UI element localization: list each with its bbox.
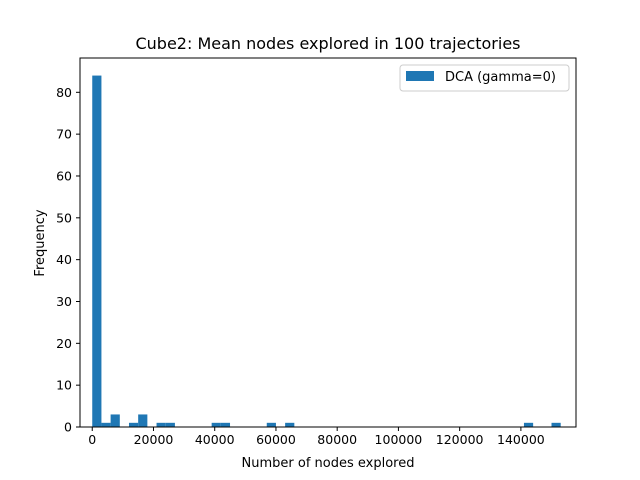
x-tick-label: 60000 [256,432,296,447]
histogram-bar [551,422,561,427]
histogram-bar [266,422,276,427]
x-axis-ticks: 0 20000 40000 60000 80000 100000 120000 140000 [88,427,545,447]
histogram-bar [211,422,221,427]
x-tick-label: 20000 [134,432,174,447]
y-tick-label: 70 [56,127,72,142]
histogram-bar [128,422,139,427]
x-tick-label: 120000 [436,432,484,447]
histogram-bar [220,422,231,427]
histogram-bar [101,422,111,427]
x-tick-label: 0 [88,432,96,447]
y-tick-label: 40 [56,252,72,267]
histogram-bar [165,422,175,427]
histogram-bar [92,75,102,428]
x-tick-label: 140000 [497,432,545,447]
y-tick-label: 30 [56,294,72,309]
plot-area-frame [79,57,577,428]
y-tick-label: 10 [56,378,72,393]
histogram-bar [156,422,166,427]
y-tick-label: 60 [56,168,72,183]
x-tick-label: 100000 [375,432,423,447]
y-tick-label: 0 [64,420,72,435]
x-axis-label: Number of nodes explored [242,456,415,471]
x-tick-label: 80000 [317,432,357,447]
x-tick-label: 40000 [195,432,235,447]
y-tick-label: 50 [56,210,72,225]
legend-label: DCA (gamma=0) [445,70,556,85]
legend-box [399,64,570,92]
histogram-bar [110,414,120,427]
legend-swatch [406,71,434,81]
y-tick-label: 20 [56,336,72,351]
legend: DCA (gamma=0) [399,64,570,92]
histogram-bar [138,414,148,427]
chart-title: Cube2: Mean nodes explored in 100 trajec… [135,34,520,53]
histogram-bar [523,422,534,427]
y-axis-ticks: 0 10 20 30 40 50 60 70 80 [56,85,80,435]
y-tick-label: 80 [56,85,72,100]
histogram-bar [285,422,295,427]
bars-group [92,75,561,428]
y-axis-label: Frequency [33,209,48,276]
